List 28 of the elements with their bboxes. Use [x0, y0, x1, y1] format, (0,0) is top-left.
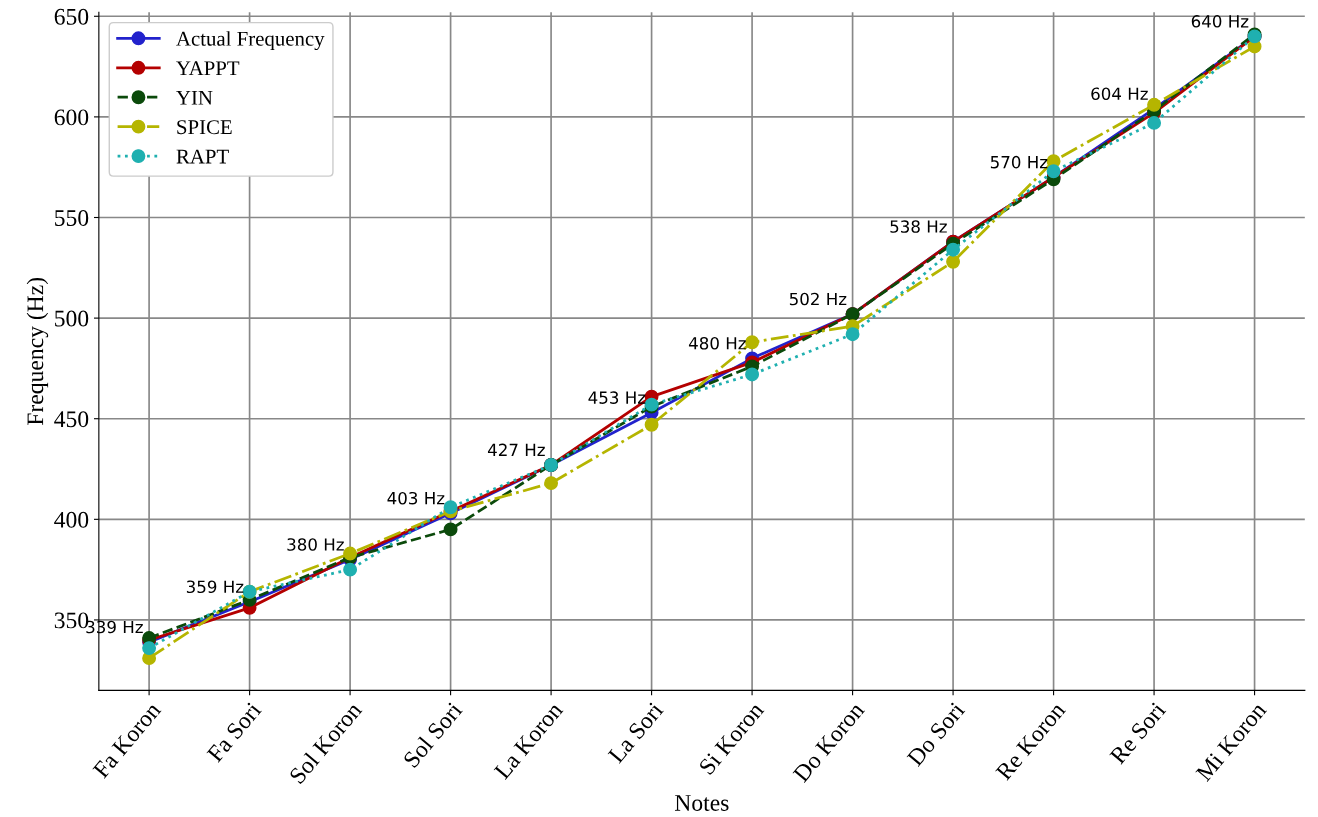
- y-tick-label: 650: [54, 8, 89, 25]
- y-tick-label: 550: [55, 209, 89, 226]
- x-tick-label: Re Sori: [1109, 700, 1167, 766]
- legend-label: RAPT: [176, 149, 229, 164]
- legend-label: YIN: [176, 90, 213, 105]
- x-tick-label: La Sori: [607, 700, 665, 764]
- x-tick-label: Do Sori: [906, 700, 966, 768]
- y-axis-title: Frequency (Hz): [26, 277, 49, 426]
- x-tick-label: Sol Sori: [402, 700, 464, 769]
- x-tick-label: Fa Sori: [206, 700, 263, 764]
- legend-label: SPICE: [177, 120, 232, 135]
- y-tick-label: 600: [54, 109, 89, 126]
- x-axis-title: Notes: [674, 795, 729, 811]
- legend-label: YAPPT: [176, 61, 240, 76]
- annotation: 380 Hz: [287, 538, 344, 551]
- y-tick-label: 450: [54, 411, 89, 428]
- annotation: 640 Hz: [1191, 15, 1249, 28]
- annotation: 570 Hz: [990, 155, 1048, 169]
- annotation: 427 Hz: [487, 443, 545, 456]
- annotation: 403 Hz: [387, 491, 445, 505]
- annotation: 604 Hz: [1091, 87, 1148, 101]
- annotation: 480 Hz: [688, 336, 746, 350]
- annotation: 538 Hz: [890, 220, 947, 233]
- y-tick-label: 500: [55, 310, 89, 327]
- legend-label: Actual Frequency: [176, 31, 325, 51]
- y-tick-label: 400: [54, 511, 89, 528]
- annotation: 359 Hz: [186, 580, 244, 594]
- annotation: 502 Hz: [789, 292, 847, 306]
